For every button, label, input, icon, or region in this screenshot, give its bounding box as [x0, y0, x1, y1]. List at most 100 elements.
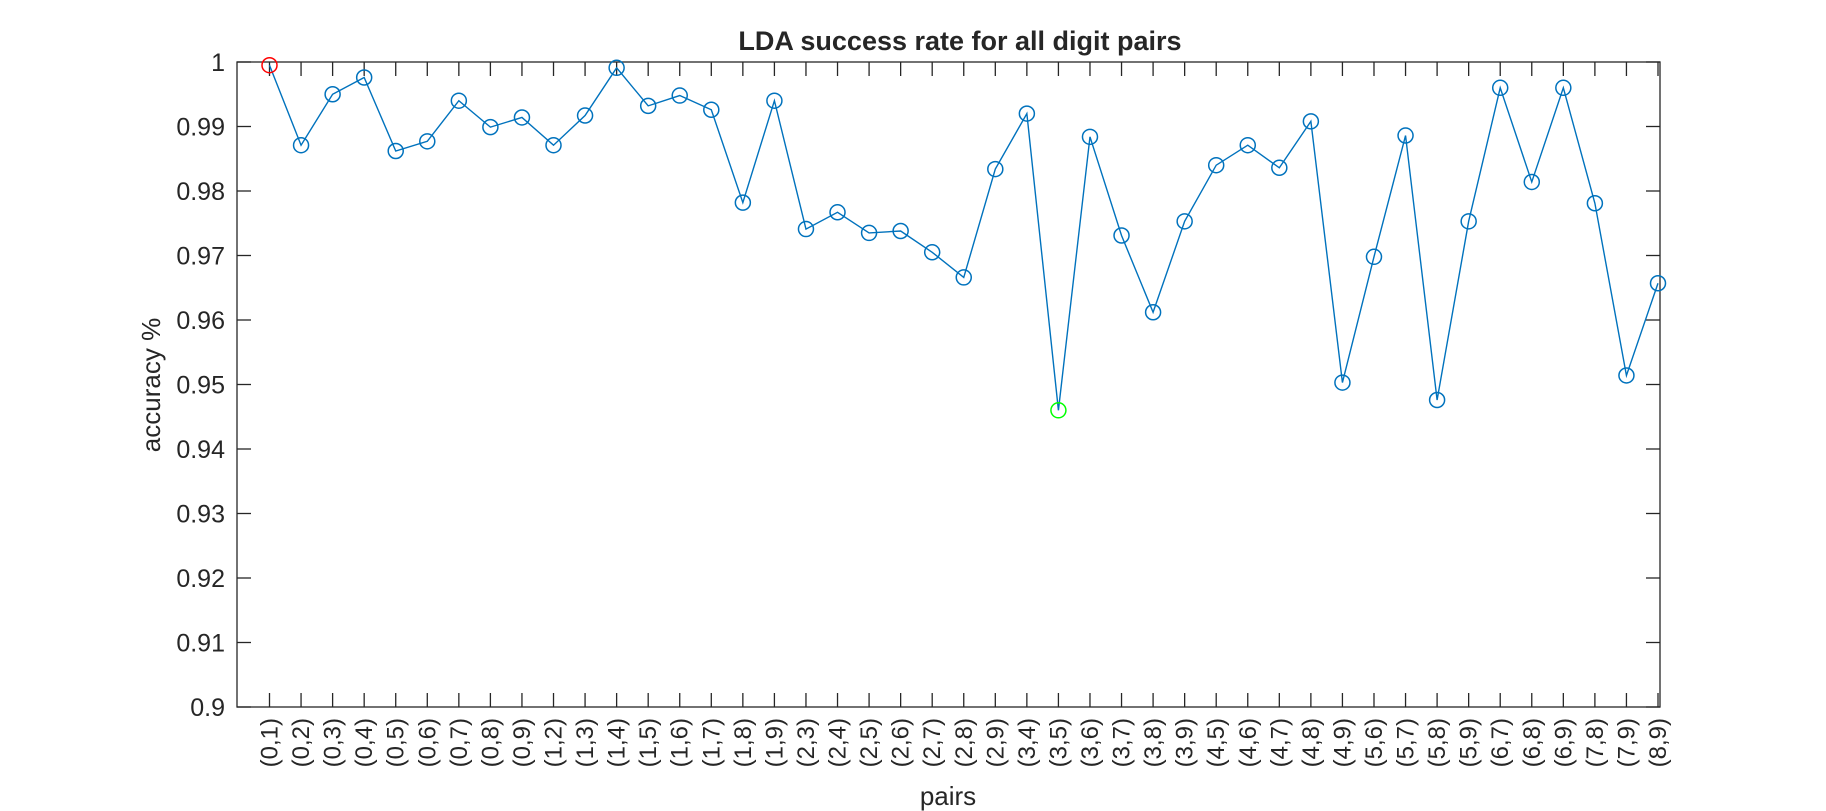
data-point [703, 101, 720, 118]
x-tick-label: (3,5) [1045, 718, 1072, 767]
data-point [1460, 213, 1477, 230]
data-point [292, 136, 310, 154]
x-tick-label: (4,8) [1298, 718, 1325, 767]
x-tick-label: (0,3) [320, 718, 347, 767]
data-point [1302, 113, 1320, 130]
x-tick-label: (1,3) [572, 718, 599, 767]
x-tick-label: (4,5) [1203, 718, 1230, 767]
x-tick-label: (0,1) [257, 718, 284, 767]
x-tick-label: (0,9) [509, 718, 536, 767]
x-tick-label: (2,4) [825, 718, 852, 767]
x-axis: (0,1) (0,2) (0,3) (0,4) (0,5) (0,6) (0,7) (0,8)… [257, 62, 1672, 767]
y-axis-label: accuracy % [136, 318, 166, 452]
x-tick-label: (8,9) [1645, 718, 1672, 767]
x-tick-label: (2,8) [951, 718, 978, 767]
x-tick-label: (1,7) [698, 718, 725, 767]
data-point [797, 220, 815, 238]
data-point [829, 204, 846, 221]
y-tick-label: 1 [211, 49, 225, 77]
x-tick-label: (1,5) [635, 718, 662, 767]
x-tick-label: (5,8) [1424, 718, 1451, 767]
y-axis: 0.9 0.91 0.92 0.93 0.94 0.95 0.96 0.97 0.98 0.99 1 [176, 49, 1660, 722]
x-tick-label: (2,9) [982, 718, 1009, 767]
x-tick-label: (3,4) [1014, 718, 1041, 767]
x-tick-label: (2,7) [919, 718, 946, 767]
chart-title: LDA success rate for all digit pairs [738, 26, 1181, 56]
max-point [261, 56, 278, 74]
x-tick-label: (7,9) [1613, 718, 1640, 767]
data-point [1207, 156, 1225, 174]
series-line [268, 64, 1659, 411]
data-point [1144, 304, 1162, 321]
data-point [860, 224, 878, 242]
x-tick-label: (6,8) [1519, 718, 1546, 767]
data-point [450, 92, 468, 109]
x-tick-label: (4,9) [1329, 718, 1356, 767]
x-tick-label: (2,5) [856, 718, 883, 767]
data-point [545, 136, 562, 154]
y-tick-label: 0.96 [176, 307, 225, 335]
x-tick-label: (0,6) [414, 718, 441, 767]
data-point [576, 107, 594, 124]
x-tick-label: (2,6) [888, 718, 915, 767]
x-tick-label: (0,7) [446, 718, 473, 767]
data-point [923, 244, 941, 261]
x-axis-label: pairs [920, 781, 976, 811]
y-tick-label: 0.91 [176, 630, 225, 658]
x-tick-label: (7,8) [1582, 718, 1609, 767]
data-point [1113, 227, 1130, 244]
data-point [1618, 367, 1635, 384]
x-tick-label: (3,9) [1172, 718, 1199, 767]
plot-axes [236, 61, 1661, 708]
x-tick-label: (1,2) [541, 718, 568, 767]
data-point [1523, 173, 1541, 191]
data-point [1428, 391, 1446, 409]
y-tick-label: 0.98 [176, 178, 225, 206]
data-point [482, 118, 499, 136]
data-point [639, 97, 657, 115]
data-point [1365, 248, 1383, 266]
data-point [419, 133, 436, 150]
x-tick-label: (3,8) [1140, 718, 1167, 767]
y-tick-label: 0.94 [176, 436, 225, 464]
data-point [892, 222, 909, 240]
data-point [355, 69, 373, 86]
y-tick-label: 0.95 [176, 372, 225, 400]
y-tick-label: 0.92 [176, 565, 225, 593]
data-point [955, 269, 972, 286]
data-point [1555, 79, 1572, 97]
data-point [1334, 374, 1351, 391]
x-tick-label: (1,4) [604, 718, 631, 767]
data-point [387, 142, 404, 160]
data-point [1018, 105, 1036, 122]
y-tick-label: 0.97 [176, 243, 225, 271]
x-tick-label: (1,6) [667, 718, 694, 767]
x-tick-label: (5,6) [1361, 718, 1388, 767]
data-point [1586, 195, 1604, 212]
data-point [766, 92, 783, 109]
data-point [1491, 79, 1509, 97]
data-point [1239, 136, 1257, 154]
data-point [324, 86, 341, 103]
data-point [1176, 213, 1193, 230]
plot-area-box [236, 61, 1661, 708]
y-tick-label: 0.93 [176, 501, 225, 529]
x-tick-label: (3,6) [1077, 718, 1104, 767]
data-point [1649, 274, 1667, 292]
x-tick-label: (4,6) [1235, 718, 1262, 767]
x-tick-label: (2,3) [793, 718, 820, 767]
x-tick-label: (0,4) [351, 718, 378, 767]
accuracy-series [261, 56, 1667, 419]
data-point [734, 194, 752, 211]
data-point [1081, 128, 1099, 146]
data-point [608, 59, 625, 77]
x-tick-label: (3,7) [1109, 718, 1136, 767]
x-tick-label: (5,7) [1393, 718, 1420, 767]
data-point [671, 87, 688, 104]
x-tick-label: (1,9) [761, 718, 788, 767]
x-tick-label: (6,9) [1550, 718, 1577, 767]
data-point [1397, 127, 1414, 144]
y-tick-label: 0.99 [176, 114, 225, 142]
y-tick-label: 0.9 [190, 694, 225, 722]
